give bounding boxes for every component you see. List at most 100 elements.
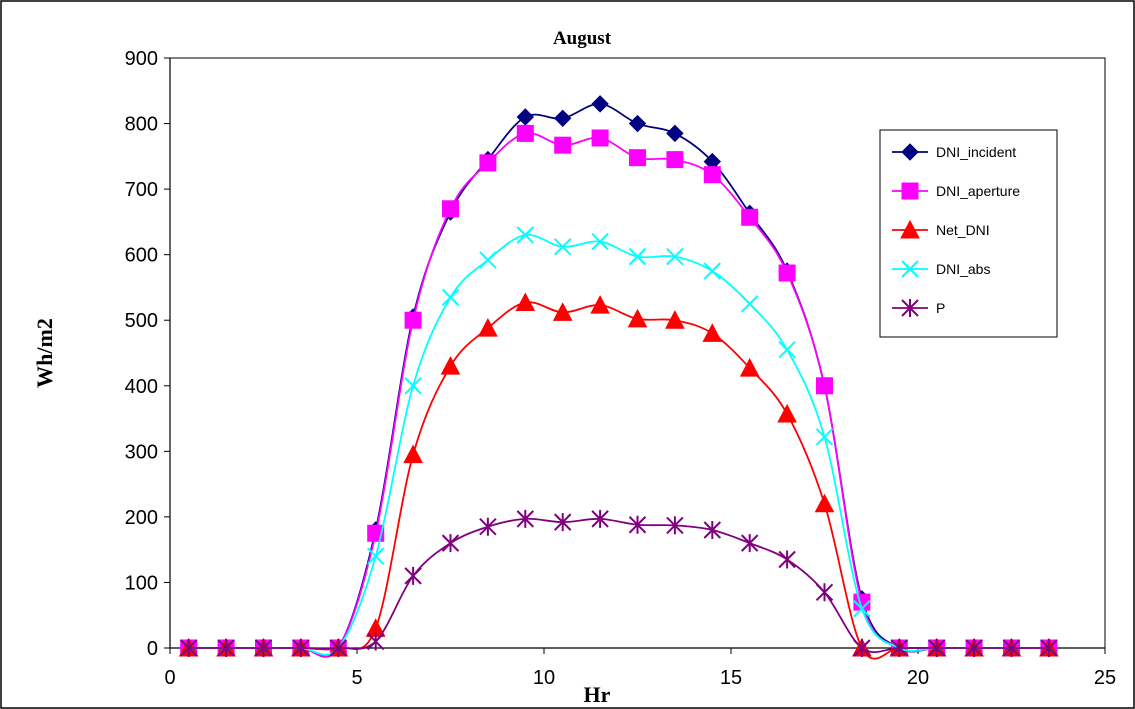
- data-point-net-dni: [515, 292, 536, 312]
- data-point-p: [254, 639, 273, 657]
- data-point-dni-abs: [703, 262, 722, 280]
- data-point-dni-aperture: [703, 166, 721, 184]
- data-point-p: [1002, 639, 1021, 657]
- legend-marker-net-dni: [900, 219, 920, 239]
- data-point-dni-aperture: [816, 377, 833, 395]
- data-point-p: [179, 639, 198, 657]
- data-point-net-dni: [552, 302, 573, 321]
- data-point-dni-incident: [666, 124, 684, 143]
- data-point-p: [329, 639, 348, 657]
- data-point-dni-abs: [553, 238, 572, 256]
- y-tick-label: 300: [125, 441, 158, 463]
- data-point-p: [292, 639, 310, 657]
- data-point-dni-incident: [591, 95, 609, 113]
- data-point-dni-aperture: [554, 136, 572, 154]
- y-tick-label: 800: [125, 114, 158, 136]
- legend-marker-dni-aperture: [901, 182, 919, 200]
- data-point-p: [666, 516, 684, 535]
- data-point-dni-aperture: [479, 154, 497, 172]
- axes: 0 100 200 300 400 500 600 700 800 900 0 5 10 15 20 25: [125, 48, 1117, 689]
- data-point-p: [366, 632, 385, 651]
- series-line-p: [188, 517, 1049, 653]
- x-tick-label: 10: [533, 667, 555, 689]
- data-point-net-dni: [590, 295, 610, 314]
- data-point-net-dni: [814, 493, 835, 513]
- data-point-dni-aperture: [516, 124, 534, 142]
- legend-label-p: P: [936, 300, 945, 316]
- data-point-net-dni: [440, 356, 461, 375]
- y-tick-label: 500: [125, 310, 158, 332]
- y-tick-label: 400: [125, 376, 158, 398]
- data-point-net-dni: [702, 323, 723, 342]
- legend: DNI_incident DNI_aperture Net_DNI DNI_abs P: [879, 129, 1058, 338]
- data-point-p: [1040, 639, 1058, 657]
- data-point-p: [853, 639, 871, 657]
- legend-marker-dni-incident: [901, 143, 919, 161]
- legend-entry-dni-aperture: DNI_aperture: [892, 182, 1020, 200]
- data-point-p: [815, 583, 834, 602]
- data-point-p: [591, 509, 609, 528]
- series-layer: [178, 95, 1059, 660]
- legend-label-net-dni: Net_DNI: [936, 222, 990, 238]
- legend-entry-dni-incident: DNI_incident: [892, 143, 1016, 161]
- data-point-p: [441, 534, 460, 553]
- y-tick-label: 200: [125, 507, 158, 529]
- legend-entry-dni-abs: DNI_abs: [892, 260, 990, 278]
- data-point-p: [740, 534, 759, 553]
- data-point-dni-aperture: [629, 149, 646, 167]
- data-point-dni-abs: [666, 247, 684, 266]
- x-tick-label: 5: [351, 667, 362, 689]
- y-tick-label: 900: [125, 48, 158, 70]
- data-point-dni-abs: [628, 247, 647, 266]
- y-tick-label: 700: [125, 179, 158, 201]
- data-point-p: [516, 509, 535, 528]
- data-point-dni-abs: [479, 251, 497, 269]
- data-point-dni-aperture: [666, 151, 684, 169]
- data-point-dni-aperture: [778, 264, 796, 282]
- y-tick-label: 0: [147, 638, 158, 660]
- data-point-p: [553, 513, 572, 532]
- legend-entry-net-dni: Net_DNI: [892, 219, 990, 239]
- data-point-dni-abs: [853, 599, 871, 618]
- data-point-dni-abs: [516, 226, 535, 244]
- x-tick-label: 25: [1094, 667, 1116, 689]
- data-point-dni-abs: [366, 547, 385, 565]
- x-tick-label: 15: [720, 667, 742, 689]
- legend-label-dni-incident: DNI_incident: [936, 144, 1016, 160]
- y-axis-title: Wh/m2: [32, 318, 57, 388]
- data-point-p: [628, 515, 647, 534]
- data-point-net-dni: [403, 444, 423, 464]
- data-point-dni-abs: [740, 295, 759, 313]
- data-point-p: [890, 639, 909, 657]
- data-point-dni-abs: [778, 341, 796, 359]
- x-axis-title: Hr: [584, 682, 611, 707]
- legend-marker-dni-abs: [901, 260, 919, 278]
- data-point-dni-aperture: [591, 129, 609, 147]
- data-point-net-dni: [777, 403, 797, 423]
- legend-label-dni-abs: DNI_abs: [936, 261, 990, 277]
- data-point-p: [927, 639, 946, 657]
- y-tick-label: 100: [125, 572, 158, 594]
- data-point-dni-incident: [628, 114, 647, 133]
- data-point-dni-aperture: [404, 311, 422, 329]
- data-point-p: [778, 550, 796, 569]
- data-point-p: [217, 639, 235, 657]
- data-point-dni-abs: [404, 377, 422, 395]
- data-point-dni-abs: [815, 428, 834, 446]
- x-tick-label: 0: [164, 667, 175, 689]
- x-tick-label: 20: [907, 667, 929, 689]
- data-point-dni-incident: [553, 109, 572, 128]
- data-point-net-dni: [739, 358, 760, 377]
- y-tick-label: 600: [125, 245, 158, 267]
- legend-label-dni-aperture: DNI_aperture: [936, 183, 1020, 199]
- data-point-net-dni: [665, 310, 685, 329]
- data-point-dni-aperture: [442, 200, 459, 218]
- chart-title: August: [553, 28, 612, 49]
- data-point-p: [703, 521, 722, 539]
- data-point-p: [479, 517, 497, 536]
- data-point-dni-abs: [591, 232, 609, 251]
- data-point-net-dni: [627, 308, 648, 328]
- data-point-p: [404, 566, 422, 585]
